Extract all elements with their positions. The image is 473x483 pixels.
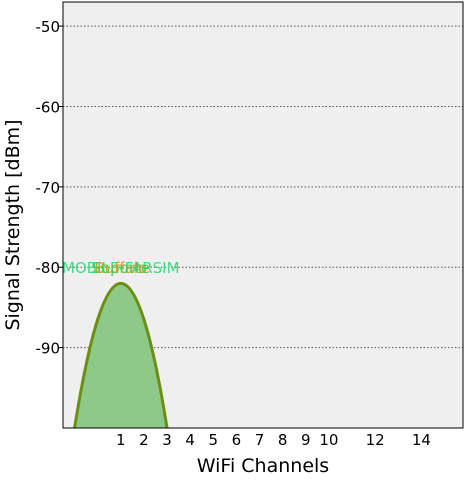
x-tick-label: 7 <box>255 431 265 449</box>
x-tick-label: 2 <box>139 431 149 449</box>
x-tick-label: 9 <box>301 431 311 449</box>
x-tick-label: 10 <box>319 431 338 449</box>
signal-curve <box>73 282 169 428</box>
network-label: MOBILE-FARSIM <box>62 259 180 277</box>
x-tick-label: 6 <box>232 431 242 449</box>
y-axis-title: Signal Strength [dBm] <box>2 119 24 330</box>
plot-border <box>62 1 464 429</box>
y-tick-label: -80 <box>36 259 61 277</box>
x-tick-label: 4 <box>185 431 195 449</box>
x-tick-label: 3 <box>162 431 172 449</box>
x-tick-label: 1 <box>116 431 126 449</box>
x-axis-title: WiFi Channels <box>197 455 329 477</box>
network-label: Soporte <box>91 259 150 277</box>
y-tick-label: -90 <box>36 340 61 358</box>
x-tick-label: 12 <box>366 431 385 449</box>
x-tick-label: 8 <box>278 431 288 449</box>
y-tick-label: -70 <box>36 179 61 197</box>
x-tick-label: 5 <box>209 431 219 449</box>
x-tick-label: 14 <box>412 431 431 449</box>
y-tick-label: -50 <box>36 18 61 36</box>
y-tick-label: -60 <box>36 98 61 116</box>
network-label: Buffalo <box>94 259 147 277</box>
